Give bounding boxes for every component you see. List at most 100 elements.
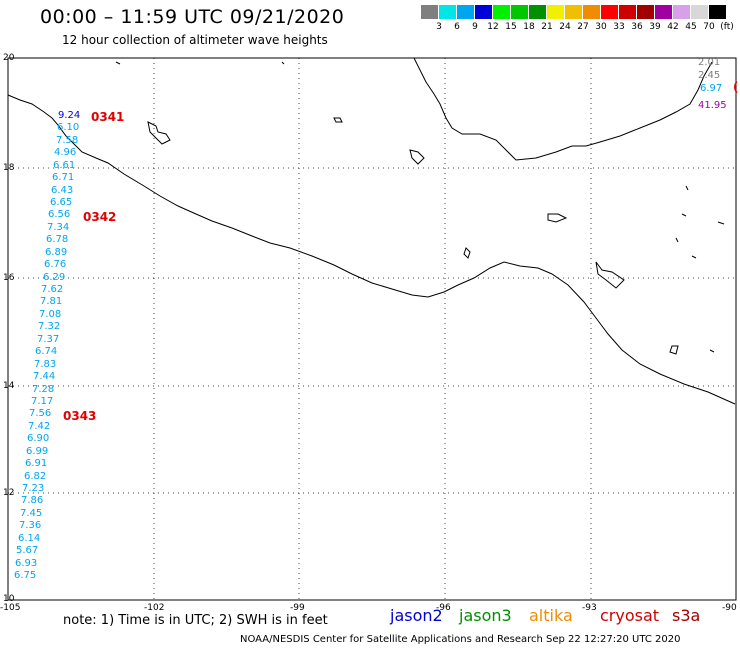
lon-label-93: -93 <box>582 603 597 613</box>
legend-label: 36 <box>631 22 643 32</box>
swh-value: 6.93 <box>15 558 38 569</box>
swh-value: 6.78 <box>46 234 69 245</box>
legend-label: 45 <box>685 22 697 32</box>
swh-value: 6.76 <box>44 259 67 270</box>
legend-swatch <box>691 5 708 19</box>
legend-swatch <box>439 5 456 19</box>
satellite-cryosat: cryosat <box>600 606 660 625</box>
legend-label: 15 <box>505 22 517 32</box>
swh-value: 7.34 <box>47 222 70 233</box>
legend-swatch <box>457 5 474 19</box>
swh-value: 7.08 <box>39 309 62 320</box>
gulf-coastline <box>413 57 713 161</box>
legend-swatch <box>547 5 564 19</box>
swh-value: 2.45 <box>698 70 721 81</box>
swh-value: 6.10 <box>57 122 80 133</box>
satellite-s3a: s3a <box>672 606 701 625</box>
swh-value: 7.83 <box>34 359 57 370</box>
swh-value: 7.86 <box>21 495 44 506</box>
swh-value: 6.74 <box>35 346 58 357</box>
legend-swatch <box>511 5 528 19</box>
legend-label: 70 <box>703 22 715 32</box>
swh-value: 9.24 <box>58 110 81 121</box>
swh-value: 6.99 <box>26 446 49 457</box>
swh-value: 7.42 <box>28 421 51 432</box>
legend-swatch <box>709 5 726 19</box>
swh-value: 7.32 <box>38 321 61 332</box>
map-title: 00:00 – 11:59 UTC 09/21/2020 <box>40 6 345 28</box>
swh-value: 6.14 <box>18 533 41 544</box>
swh-value: 7.44 <box>33 371 56 382</box>
swh-value: 6.89 <box>45 247 68 258</box>
lat-label-20: 20 <box>3 53 15 63</box>
legend-label: 24 <box>559 22 571 32</box>
legend-swatch <box>619 5 636 19</box>
swh-value: 6.91 <box>25 458 48 469</box>
swh-value: 7.37 <box>37 334 60 345</box>
legend-swatch <box>493 5 510 19</box>
lat-label-10: 10 <box>3 594 15 604</box>
legend-swatch <box>583 5 600 19</box>
legend-swatch <box>601 5 618 19</box>
legend-label: 9 <box>472 22 478 32</box>
lon-label-105: -105 <box>0 603 21 613</box>
satellite-altika: altika <box>529 606 573 625</box>
legend-label: 27 <box>577 22 589 32</box>
lon-label-90: -90 <box>722 603 737 613</box>
legend-swatch <box>475 5 492 19</box>
swh-value: 5.67 <box>16 545 39 556</box>
satellite-jason2: jason2 <box>390 606 443 625</box>
legend-label: 39 <box>649 22 661 32</box>
legend-label: 3 <box>436 22 442 32</box>
swh-value: 4.96 <box>54 147 77 158</box>
legend-label: 33 <box>613 22 625 32</box>
swh-value: 6.82 <box>24 471 47 482</box>
swh-value: 7.81 <box>40 296 63 307</box>
pass-label-0343: 0343 <box>63 409 97 423</box>
swh-value: 6.71 <box>52 172 75 183</box>
swh-value: 6.90 <box>27 433 50 444</box>
legend-swatch <box>637 5 654 19</box>
legend-label: 12 <box>487 22 499 32</box>
swh-value: 6.29 <box>43 272 66 283</box>
legend-unit: (ft) <box>720 22 734 32</box>
map-subtitle: 12 hour collection of altimeter wave hei… <box>62 33 328 47</box>
swh-value: 6.65 <box>50 197 73 208</box>
lon-label-99: -99 <box>290 603 305 613</box>
gridlines <box>8 58 736 600</box>
swh-value: 41.95 <box>698 100 727 111</box>
swh-value: 6.97 <box>700 83 723 94</box>
swh-value: 7.45 <box>20 508 43 519</box>
pass-label-0341: 0341 <box>91 110 125 124</box>
swh-value: 7.28 <box>32 384 55 395</box>
islands <box>115 61 725 355</box>
coastline <box>7 94 736 405</box>
legend-label: 6 <box>454 22 460 32</box>
swh-value: 6.43 <box>51 185 74 196</box>
lat-label-16: 16 <box>3 273 15 283</box>
legend-label: 30 <box>595 22 607 32</box>
swh-value: 2.01 <box>698 57 721 68</box>
swh-value: 6.75 <box>14 570 37 581</box>
legend-label: 42 <box>667 22 679 32</box>
lon-label-102: -102 <box>144 603 165 613</box>
swh-value: 7.36 <box>19 520 42 531</box>
lat-label-12: 12 <box>3 488 15 498</box>
legend-swatch <box>673 5 690 19</box>
satellite-jason3: jason3 <box>459 606 512 625</box>
swh-value: 7.56 <box>29 408 52 419</box>
plot-border <box>7 57 737 601</box>
legend-swatch <box>421 5 438 19</box>
pass-label-edge: ( <box>733 80 739 94</box>
swh-value: 7.17 <box>31 396 54 407</box>
swh-value: 7.58 <box>56 135 79 146</box>
legend-swatch <box>655 5 672 19</box>
note-text: note: 1) Time is in UTC; 2) SWH is in fe… <box>63 613 328 628</box>
swh-value: 7.62 <box>41 284 64 295</box>
legend-swatch <box>529 5 546 19</box>
legend-label: 18 <box>523 22 535 32</box>
swh-value: 7.23 <box>22 483 45 494</box>
swh-value: 6.56 <box>48 209 71 220</box>
lat-label-18: 18 <box>3 163 15 173</box>
